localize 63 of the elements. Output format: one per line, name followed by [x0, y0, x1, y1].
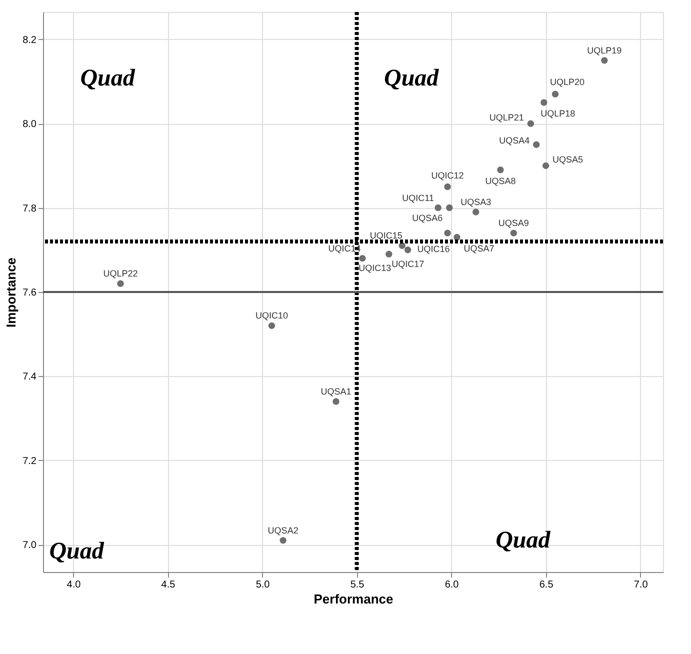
y-axis-title: Importance [4, 257, 19, 328]
annotation: UQIC11 [402, 192, 434, 203]
y-tick-label: 8.2 [22, 34, 37, 46]
annotation: UQIC12 [431, 170, 464, 181]
y-tick-label: 8.0 [22, 119, 37, 130]
x-axis-title: Performance [314, 592, 394, 606]
x-tick-label: 4.0 [66, 580, 82, 590]
point [280, 537, 286, 544]
annotation: UQSA7 [464, 243, 494, 254]
annotation: UQSA3 [460, 197, 492, 207]
annotation: Quad [496, 527, 552, 554]
y-tick-label: 7.6 [22, 288, 37, 298]
point [117, 280, 124, 287]
point [444, 183, 451, 190]
point [332, 398, 340, 405]
annotation: UQIC10 [255, 310, 288, 321]
point [446, 204, 453, 212]
point [268, 322, 276, 330]
point [444, 230, 451, 236]
y-tick-label: 7.0 [22, 540, 37, 552]
annotation: Quad [384, 65, 440, 92]
point [601, 57, 608, 64]
annotation: UQLP19 [587, 45, 622, 56]
x-tick-label: 6.5 [539, 580, 554, 590]
annotation: UQSA6 [412, 212, 443, 223]
point [540, 99, 548, 106]
x-tick-label: 5.0 [256, 580, 270, 590]
y-tick-label: 7.8 [22, 203, 37, 214]
y-tick-label: 7.4 [22, 372, 37, 383]
annotation: Quad [49, 538, 105, 565]
point [552, 90, 559, 98]
y-tick-label: 7.2 [22, 456, 37, 467]
annotation: UQSA8 [485, 176, 516, 186]
annotation: UQSA1 [320, 386, 352, 396]
point [510, 230, 518, 236]
annotation: UQSA4 [499, 136, 530, 146]
point [527, 120, 534, 127]
point [434, 204, 442, 212]
point [386, 250, 392, 258]
point [359, 254, 366, 262]
x-tick-label: 7.0 [634, 580, 648, 590]
annotation: UQLP18 [540, 108, 576, 119]
annotation: UQLP21 [489, 112, 524, 123]
x-tick-label: 5.5 [350, 580, 365, 590]
point [497, 166, 504, 174]
x-tick-label: 6.0 [444, 580, 460, 590]
annotation: UQIC13 [358, 263, 392, 274]
annotation: UQLP22 [103, 268, 138, 279]
annotation: UQIC15 [370, 230, 402, 241]
point [398, 242, 406, 250]
annotation: UQSA5 [552, 154, 584, 165]
x-tick-label: 4.5 [161, 580, 176, 590]
point [542, 162, 550, 170]
annotation: UQIC17 [392, 258, 424, 269]
point [533, 141, 540, 148]
annotation: UQSA9 [498, 218, 529, 228]
annotation: UQLP20 [550, 77, 585, 88]
point [404, 246, 412, 254]
point [472, 208, 480, 216]
annotation: UQSA2 [268, 525, 298, 536]
annotation: UQIC14 [328, 243, 361, 254]
annotation: Quad [80, 65, 136, 92]
annotation: UQIC16 [417, 244, 450, 254]
